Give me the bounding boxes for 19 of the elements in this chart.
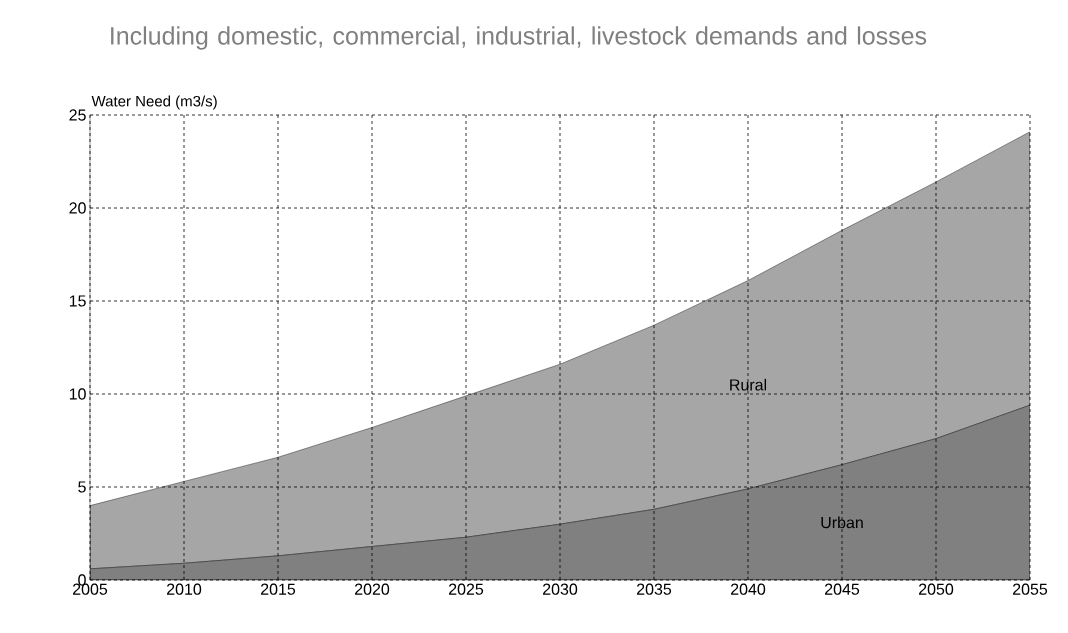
x-tick-label: 2050 (919, 583, 954, 595)
x-tick-label: 2020 (355, 583, 390, 595)
x-tick-label: 2040 (731, 583, 766, 595)
y-tick-label: 25 (69, 109, 86, 121)
x-tick-label: 2035 (637, 583, 672, 595)
x-tick-label: 2045 (825, 583, 860, 595)
chart-title: Including domestic, commercial, industrial, livestock demands and losses (111, 26, 927, 50)
x-tick-label: 2025 (449, 583, 484, 595)
y-tick-label: 10 (69, 388, 86, 400)
x-tick-label: 2015 (261, 583, 296, 595)
series-label: Urban (821, 516, 863, 529)
y-tick-label: 20 (69, 202, 86, 214)
y-axis-title: Water Need (m3/s) (91, 95, 217, 110)
y-tick-label: 15 (69, 295, 86, 307)
x-tick-label: 2010 (167, 583, 202, 595)
y-tick-label: 5 (78, 481, 86, 493)
series-label: Rural (730, 378, 767, 391)
x-tick-label: 2055 (1013, 583, 1048, 595)
x-tick-label: 2030 (543, 583, 578, 595)
